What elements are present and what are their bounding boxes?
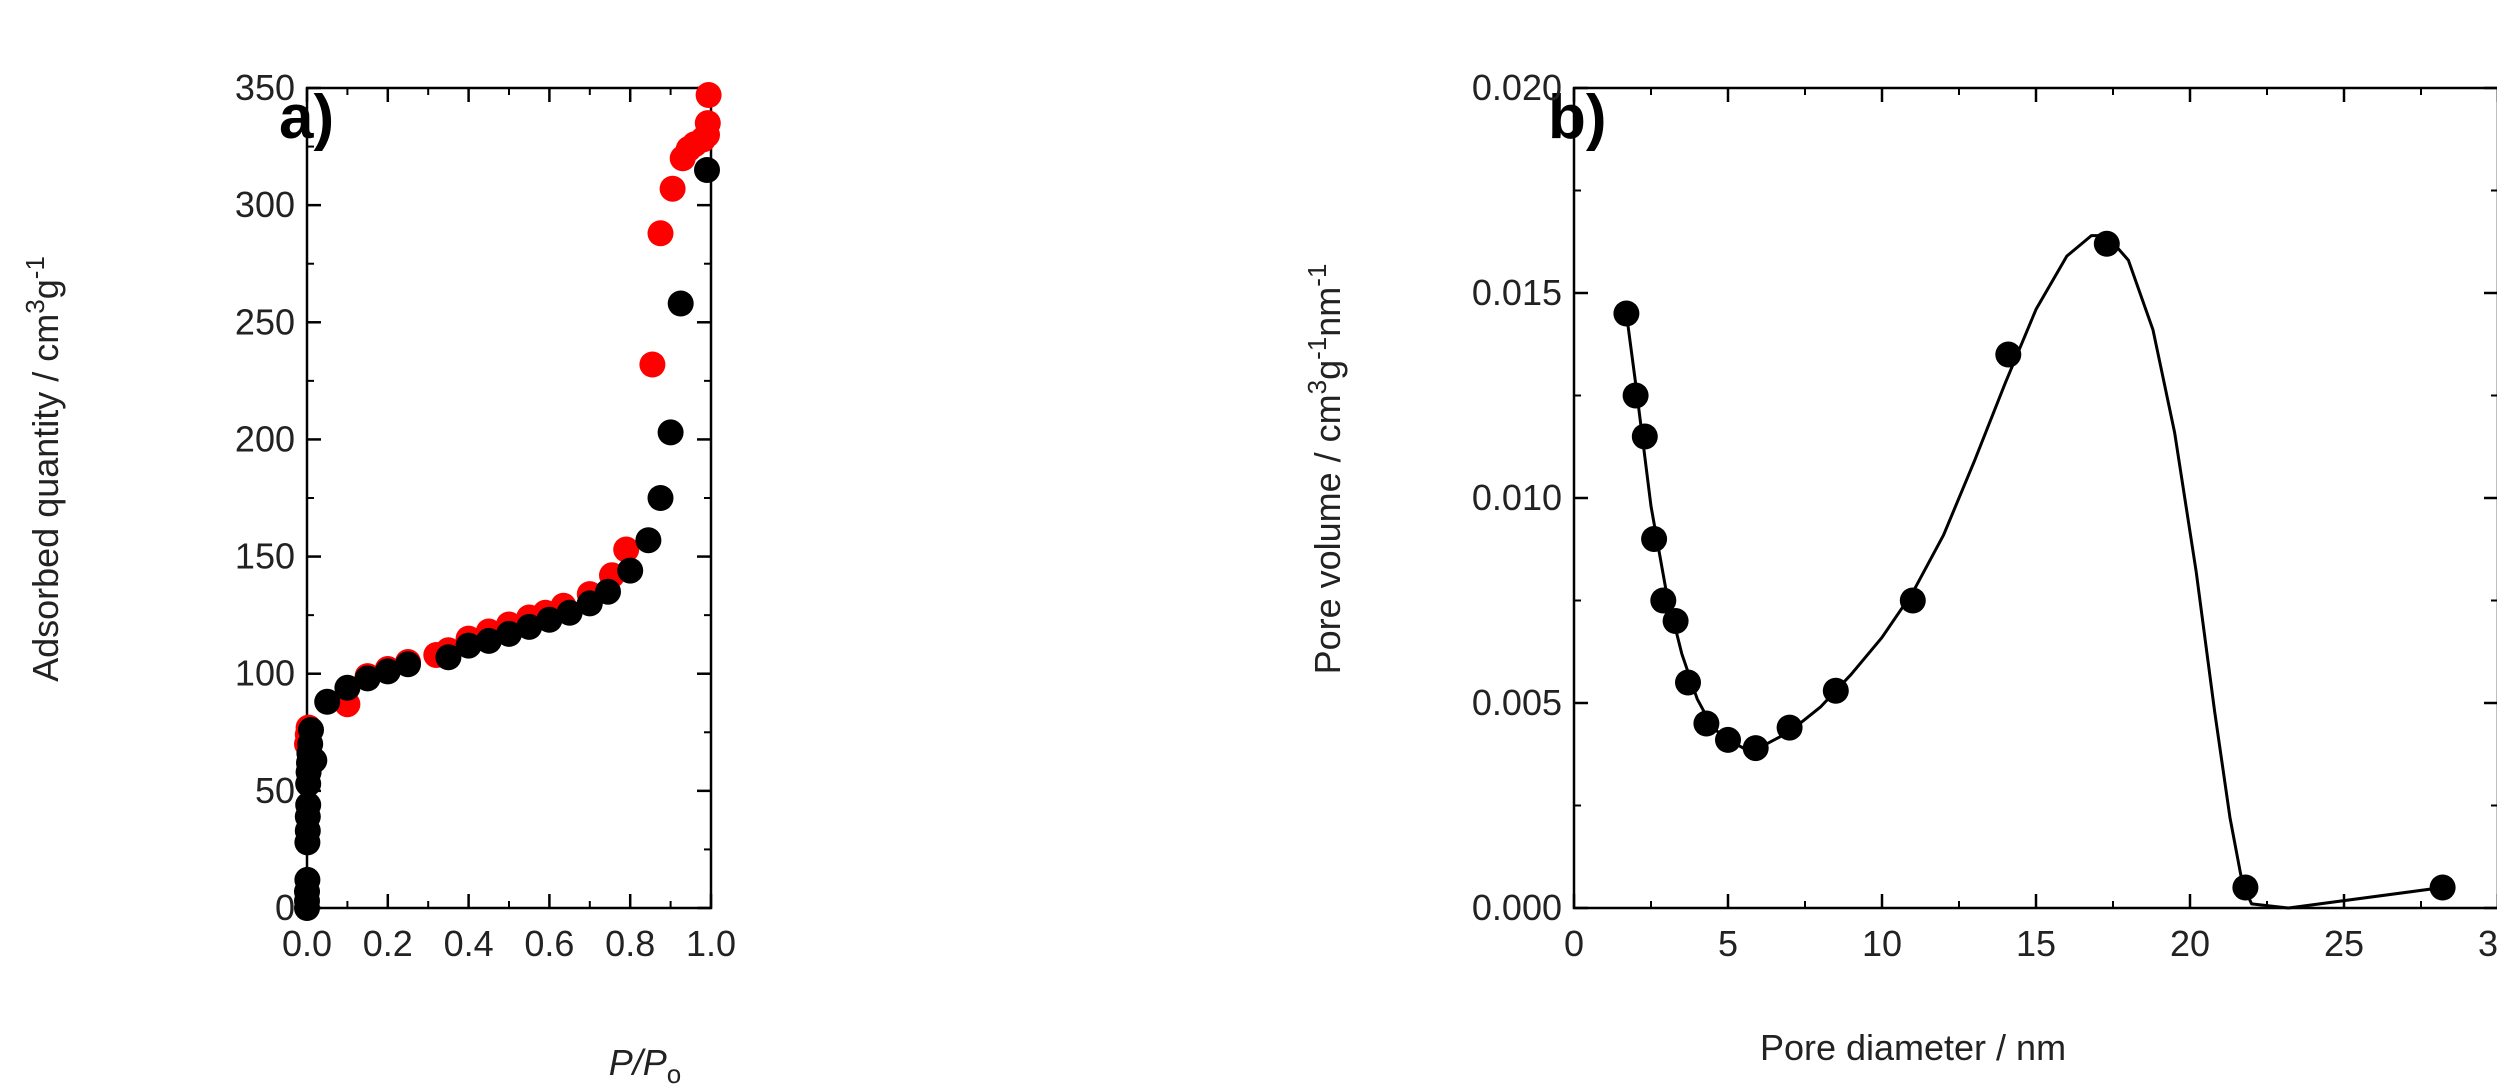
panel-a-adsorption-point [294,866,321,893]
panel-a-y-tick-label: 50 [255,770,295,811]
panel-a-adsorption-point [635,527,662,554]
panel-a-y-tick-label: 300 [235,184,295,225]
panel-a-y-axis-title: Adsorbed quantity / cm3g-1 [20,256,66,682]
panel-b-pore-size-distribution-point [1715,726,1741,753]
panel-a-adsorption-point [314,688,341,715]
panel-b-pore-size-distribution-point [1822,677,1849,704]
panel-b-pore-size-distribution-point [1650,587,1677,614]
panel-a-y-tick-label: 100 [235,653,295,694]
panel-b-y-title-sup3: -1 [1302,264,1332,287]
panel-a-y-tick-label: 150 [235,536,295,577]
panel-b-pore-size-distribution-point [1995,341,2022,368]
panel-b-y-axis-title: Pore volume / cm3g-1nm-1 [1302,264,1348,675]
panel-a-y-tick-label: 200 [235,418,295,459]
panel-a-adsorption-point [334,674,361,701]
panel-a-y-title-sup2: -1 [20,256,50,279]
panel-a-adsorption-point [354,665,381,692]
panel-a-adsorption-point [595,578,621,605]
panel-b-y-title-end: nm [1307,287,1348,337]
panel-a-desorption-point [639,351,666,378]
panel-b-y-title-mid: g [1307,360,1348,380]
panel-a-desorption-point [613,536,640,563]
panel-a-x-title-main: P/P [609,1042,667,1083]
panel-b-plot-area: 0 5 10 15 20 25 30 0.000 0.005 0.010 0.015 0.020 [1472,67,2497,964]
panel-b-pore-size-distribution-point [2232,874,2259,901]
panel-a: a) 0.0 0.2 0.4 0.6 0.8 1.00501001502002503003… [20,67,736,1089]
panel-a-y-tick-label: 250 [235,301,295,342]
panel-b-pore-size-distribution-point [1742,735,1769,762]
panel-b-x-tick-label: 0 [1564,923,1584,964]
panel-a-adsorption-point [556,599,583,626]
panel-a-adsorption-point [657,419,684,446]
panel-a-x-tick-label: 1.0 [686,923,736,964]
panel-b-pore-size-distribution-point [1622,382,1649,409]
panel-a-x-tick-label: 0.4 [444,923,494,964]
panel-a-y-title-main: Adsorbed quantity / cm [25,314,66,682]
panel-b-x-axis-title: Pore diameter / nm [1760,1027,2066,1068]
panel-b-pore-size-distribution-point [2093,230,2120,257]
panel-a-adsorption-point [694,157,720,183]
panel-b-pore-size-distribution-point [1693,710,1720,737]
panel-a-x-tick-label: 0.8 [605,923,655,964]
panel-a-adsorption-point [617,557,644,584]
panel-a-adsorption-point [516,613,543,640]
panel-a-adsorption-point [647,485,674,511]
panel-a-adsorption-point [435,644,462,671]
panel-b-pore-size-distribution-point [1641,526,1668,552]
panel-b-y-tick-label: 0.015 [1472,272,1562,313]
panel-b-label: b) [1548,83,1607,152]
panel-a-adsorption-point [301,747,328,774]
panel-b-pore-size-distribution-point [1675,669,1701,696]
panel-a-x-tick-label: 0.2 [363,923,413,964]
panel-b-pore-size-distribution-point [2429,874,2456,901]
panel-a-y-tick-label: 350 [235,67,295,108]
panel-b-y-tick-label: 0.010 [1472,477,1562,518]
panel-a-x-title-sub: o [667,1059,681,1089]
panel-a-x-tick-label: 0.6 [524,923,574,964]
panel-a-desorption-point [647,220,674,247]
panel-a-x-axis-title: P/Po [609,1042,682,1089]
panel-b-x-tick-label: 20 [2170,923,2210,964]
panel-a-y-title-sup1: 3 [20,299,50,313]
panel-b-x-tick-label: 5 [1718,923,1738,964]
panel-b-pore-size-distribution-point [1899,587,1926,614]
panel-b-x-tick-label: 25 [2324,923,2364,964]
panel-a-adsorption-point [295,791,322,818]
panel-a-adsorption-point [496,620,522,647]
panel-a-adsorption-point [667,290,694,317]
panel-a-plot-area: 0.0 0.2 0.4 0.6 0.8 1.0 0 50 100 150 200 250 300 350 [235,67,736,964]
panel-b-pore-size-distribution-point [1662,608,1689,634]
panel-b-y-tick-label: 0.005 [1472,682,1562,723]
panel-a-adsorption-point [536,606,563,633]
panel-a-x-tick-label: 0.0 [282,923,332,964]
panel-a-y-title-mid: g [25,279,66,299]
panel-a-adsorption-point [475,627,502,654]
panel-b-pore-size-distribution-point [1631,423,1658,450]
panel-b-y-title-sup2: -1 [1302,337,1332,360]
panel-a-y-tick-label: 0 [275,887,295,928]
panel-a-adsorption-point [455,632,482,659]
panel-b-plot-frame [1572,86,2497,910]
panel-b-fit-curve [1624,234,2443,910]
panel-a-desorption-point [694,110,721,137]
panel-b-y-tick-label: 0.020 [1472,67,1562,108]
panel-b-x-tick-label: 15 [2016,923,2056,964]
panel-b-x-tick-label: 10 [1862,923,1902,964]
panel-b-pore-size-distribution-point [1776,714,1803,741]
panel-a-desorption-point [695,82,722,108]
panel-b-y-tick-label: 0.000 [1472,887,1562,928]
panel-b: b) 0 5 10 15 20 25 30 0.000 0.005 0.010 0.015 0.020… [1302,67,2497,1068]
panel-b-pore-size-distribution-point [1613,300,1640,327]
panel-a-adsorption-point [395,651,421,678]
panel-a-adsorption-point [298,716,324,743]
panel-a-adsorption-point [374,658,401,685]
panel-b-x-tick-label: 30 [2478,923,2497,964]
panel-a-desorption-point [659,175,686,202]
panel-b-y-title-sup1: 3 [1302,380,1332,394]
panel-b-y-title-main: Pore volume / cm [1307,394,1348,674]
